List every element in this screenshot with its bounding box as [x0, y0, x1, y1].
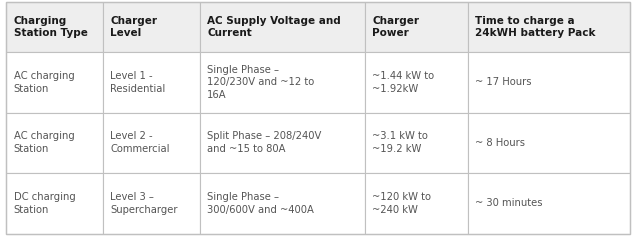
Text: ~ 17 Hours: ~ 17 Hours [475, 77, 532, 87]
Text: Level 2 -
Commercial: Level 2 - Commercial [111, 131, 170, 154]
Bar [200, 113, 365, 173]
Bar [365, 52, 467, 113]
Text: ~ 8 Hours: ~ 8 Hours [475, 138, 525, 148]
Bar [467, 173, 630, 234]
Bar [365, 2, 467, 52]
Bar [467, 52, 630, 113]
Text: Charger
Power: Charger Power [372, 16, 419, 38]
Bar [103, 113, 200, 173]
Text: AC Supply Voltage and
Current: AC Supply Voltage and Current [207, 16, 341, 38]
Bar [103, 173, 200, 234]
Bar [103, 2, 200, 52]
Text: Charger
Level: Charger Level [111, 16, 158, 38]
Text: ~120 kW to
~240 kW: ~120 kW to ~240 kW [372, 192, 431, 215]
Bar [6, 52, 103, 113]
Text: ~3.1 kW to
~19.2 kW: ~3.1 kW to ~19.2 kW [372, 131, 428, 154]
Text: Single Phase –
300/600V and ~400A: Single Phase – 300/600V and ~400A [207, 192, 314, 215]
Bar [200, 2, 365, 52]
Text: Split Phase – 208/240V
and ~15 to 80A: Split Phase – 208/240V and ~15 to 80A [207, 131, 321, 154]
Text: Level 1 -
Residential: Level 1 - Residential [111, 71, 166, 94]
Bar [365, 113, 467, 173]
Bar [6, 113, 103, 173]
Bar [200, 173, 365, 234]
Text: ~1.44 kW to
~1.92kW: ~1.44 kW to ~1.92kW [372, 71, 434, 94]
Text: AC charging
Station: AC charging Station [14, 71, 74, 94]
Bar [103, 52, 200, 113]
Text: Single Phase –
120/230V and ~12 to
16A: Single Phase – 120/230V and ~12 to 16A [207, 64, 314, 100]
Bar [467, 113, 630, 173]
Text: AC charging
Station: AC charging Station [14, 131, 74, 154]
Bar [467, 2, 630, 52]
Text: Time to charge a
24kWH battery Pack: Time to charge a 24kWH battery Pack [475, 16, 595, 38]
Text: Charging
Station Type: Charging Station Type [14, 16, 88, 38]
Bar [200, 52, 365, 113]
Bar [6, 173, 103, 234]
Bar [6, 2, 103, 52]
Text: Level 3 –
Supercharger: Level 3 – Supercharger [111, 192, 178, 215]
Bar [365, 173, 467, 234]
Text: DC charging
Station: DC charging Station [14, 192, 76, 215]
Text: ~ 30 minutes: ~ 30 minutes [475, 198, 543, 208]
